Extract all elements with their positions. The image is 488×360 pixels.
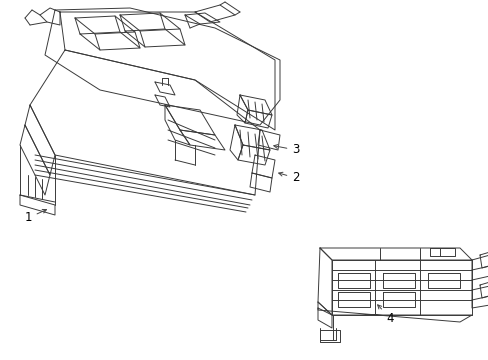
Text: 4: 4 (377, 305, 393, 324)
Text: 1: 1 (24, 210, 46, 225)
Text: 3: 3 (273, 144, 299, 157)
Text: 2: 2 (278, 171, 299, 184)
